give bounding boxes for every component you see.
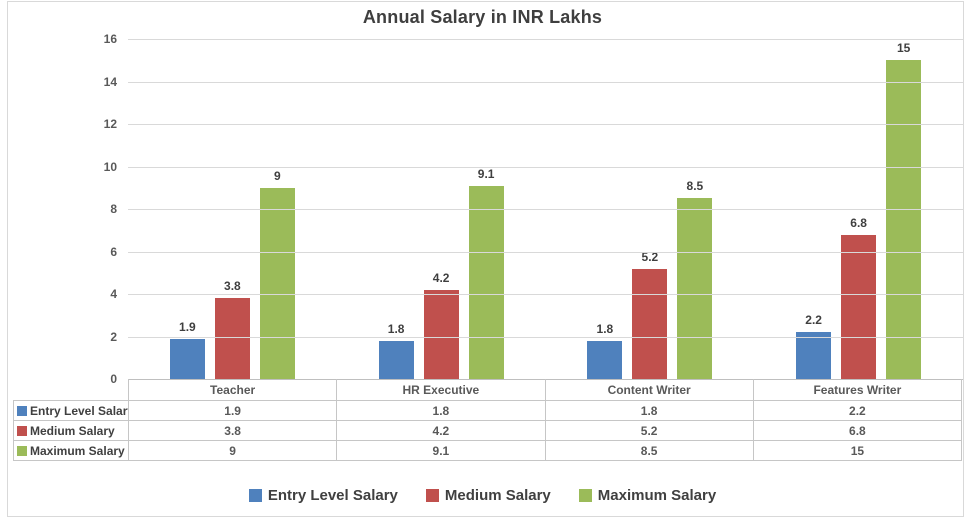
legend-key-icon: [248, 488, 262, 502]
table-category-header-content-writer: Content Writer: [544, 379, 754, 401]
data-label: 9: [274, 168, 281, 183]
y-axis-tick-label: 2: [110, 329, 117, 344]
table-value-medium-salary-content-writer: 5.2: [544, 420, 754, 441]
y-axis-tick-label: 4: [110, 287, 117, 301]
data-label: 6.8: [850, 215, 867, 230]
table-row-entry-level-salary: Entry Level Salary 1.9 1.8 1.8 2.2: [13, 400, 963, 421]
gridline: [128, 81, 963, 83]
table-category-header-features-writer: Features Writer: [752, 379, 963, 401]
bar-maximum-salary-teacher[interactable]: 9: [259, 169, 295, 379]
bar-entry-level-salary-hr-executive[interactable]: 1.8: [378, 322, 414, 379]
table-value-maximum-salary-content-writer: 8.5: [544, 440, 754, 461]
table-row-label-medium-salary: Medium Salary: [13, 420, 129, 441]
chart-title: Annual Salary in INR Lakhs: [362, 7, 603, 27]
table-value-maximum-salary-hr-executive: 9.1: [336, 440, 546, 461]
series-key-icon: [17, 405, 27, 416]
series-name: Medium Salary: [30, 423, 115, 438]
table-row-maximum-salary: Maximum Salary 9 9.1 8.5 15: [13, 440, 963, 461]
bar-medium-salary-features-writer[interactable]: 6.8: [841, 216, 877, 379]
data-table: Teacher HR Executive Content Writer Feature…: [13, 379, 963, 461]
data-label: 1.9: [179, 319, 196, 334]
table-value-medium-salary-teacher: 3.8: [127, 420, 338, 441]
gridline: [128, 39, 963, 40]
category-group-hr-executive: 1.8 4.2 9.1: [337, 39, 546, 379]
table-value-entry-level-salary-content-writer: 1.8: [544, 400, 754, 421]
category-group-teacher: 1.9 3.8 9: [128, 39, 337, 379]
data-label: 4.2: [432, 270, 450, 285]
table-value-entry-level-salary-teacher: 1.9: [127, 400, 338, 421]
legend-label: Medium Salary: [444, 486, 551, 504]
legend-label: Entry Level Salary: [267, 486, 398, 504]
plot-area: 1.9 3.8 9 1.8 4.2 9.1 1.8 5.2 8.5 2.2 6.8 15: [128, 39, 963, 380]
legend-item-entry-level-salary[interactable]: Entry Level Salary: [248, 486, 398, 504]
legend-label: Maximum Salary: [597, 486, 717, 504]
table-value-entry-level-salary-features-writer: 2.2: [752, 400, 963, 421]
table-value-medium-salary-hr-executive: 4.2: [336, 420, 546, 441]
legend-item-medium-salary[interactable]: Medium Salary: [425, 486, 551, 504]
bar-maximum-salary-hr-executive[interactable]: 9.1: [468, 167, 504, 379]
gridline: [128, 294, 963, 295]
data-label: 8.5: [686, 179, 704, 194]
data-label: 1.8: [387, 321, 405, 336]
category-group-content-writer: 1.8 5.2 8.5: [546, 39, 755, 379]
y-axis-tick-label: 8: [110, 202, 117, 216]
bar-entry-level-salary-features-writer[interactable]: 2.2: [796, 313, 832, 379]
data-label: 2.2: [805, 313, 822, 328]
bar-medium-salary-teacher[interactable]: 3.8: [214, 279, 250, 379]
y-axis-tick-label: 0: [110, 372, 117, 386]
series-key-icon: [17, 425, 27, 436]
y-axis-tick-label: 12: [103, 117, 117, 131]
legend-key-icon: [425, 488, 439, 502]
table-header-row: Teacher HR Executive Content Writer Feature…: [14, 379, 963, 401]
bar-entry-level-salary-content-writer[interactable]: 1.8: [587, 322, 623, 379]
data-label: 3.8: [224, 279, 241, 294]
table-value-maximum-salary-teacher: 9: [127, 440, 338, 461]
legend-item-maximum-salary[interactable]: Maximum Salary: [578, 486, 717, 504]
table-category-header-hr-executive: HR Executive: [336, 379, 546, 401]
bar-entry-level-salary-teacher[interactable]: 1.9: [169, 320, 205, 379]
bar-maximum-salary-content-writer[interactable]: 8.5: [677, 179, 713, 379]
bar-medium-salary-content-writer[interactable]: 5.2: [632, 250, 668, 379]
series-name: Entry Level Salary: [30, 403, 129, 418]
y-axis-tick-label: 16: [103, 32, 117, 46]
data-label: 9.1: [477, 166, 495, 181]
bar-maximum-salary-features-writer[interactable]: 15: [886, 41, 922, 379]
y-axis-tick-label: 6: [110, 244, 117, 259]
data-label: 1.8: [596, 321, 614, 336]
table-value-medium-salary-features-writer: 6.8: [752, 420, 963, 441]
gridline: [128, 336, 963, 338]
legend-key-icon: [578, 488, 592, 502]
table-row-label-entry-level-salary: Entry Level Salary: [13, 400, 129, 421]
table-value-maximum-salary-features-writer: 15: [752, 440, 963, 461]
data-label: 15: [896, 41, 911, 56]
table-row-medium-salary: Medium Salary 3.8 4.2 5.2 6.8: [13, 420, 963, 441]
table-value-entry-level-salary-hr-executive: 1.8: [336, 400, 546, 421]
y-axis: 0 2 4 6 8 10 12 14 16: [0, 32, 122, 386]
bar-medium-salary-hr-executive[interactable]: 4.2: [423, 271, 459, 379]
category-group-features-writer: 2.2 6.8 15: [754, 39, 963, 379]
gridline: [128, 166, 963, 168]
table-row-label-maximum-salary: Maximum Salary: [13, 440, 129, 461]
y-axis-tick-label: 10: [103, 159, 117, 174]
plot-groups: 1.9 3.8 9 1.8 4.2 9.1 1.8 5.2 8.5 2.2 6.8 15: [128, 39, 963, 379]
legend: Entry Level Salary Medium Salary Maximum S…: [0, 485, 965, 505]
gridline: [128, 209, 963, 210]
y-axis-tick-label: 14: [103, 74, 117, 89]
data-table-body: Teacher HR Executive Content Writer Feature…: [13, 379, 963, 461]
series-key-icon: [17, 445, 27, 456]
data-label: 5.2: [641, 249, 659, 264]
table-corner-cell: [14, 379, 129, 401]
table-category-header-teacher: Teacher: [127, 379, 338, 401]
gridline: [128, 251, 963, 253]
series-name: Maximum Salary: [30, 443, 125, 458]
gridline: [128, 124, 963, 125]
